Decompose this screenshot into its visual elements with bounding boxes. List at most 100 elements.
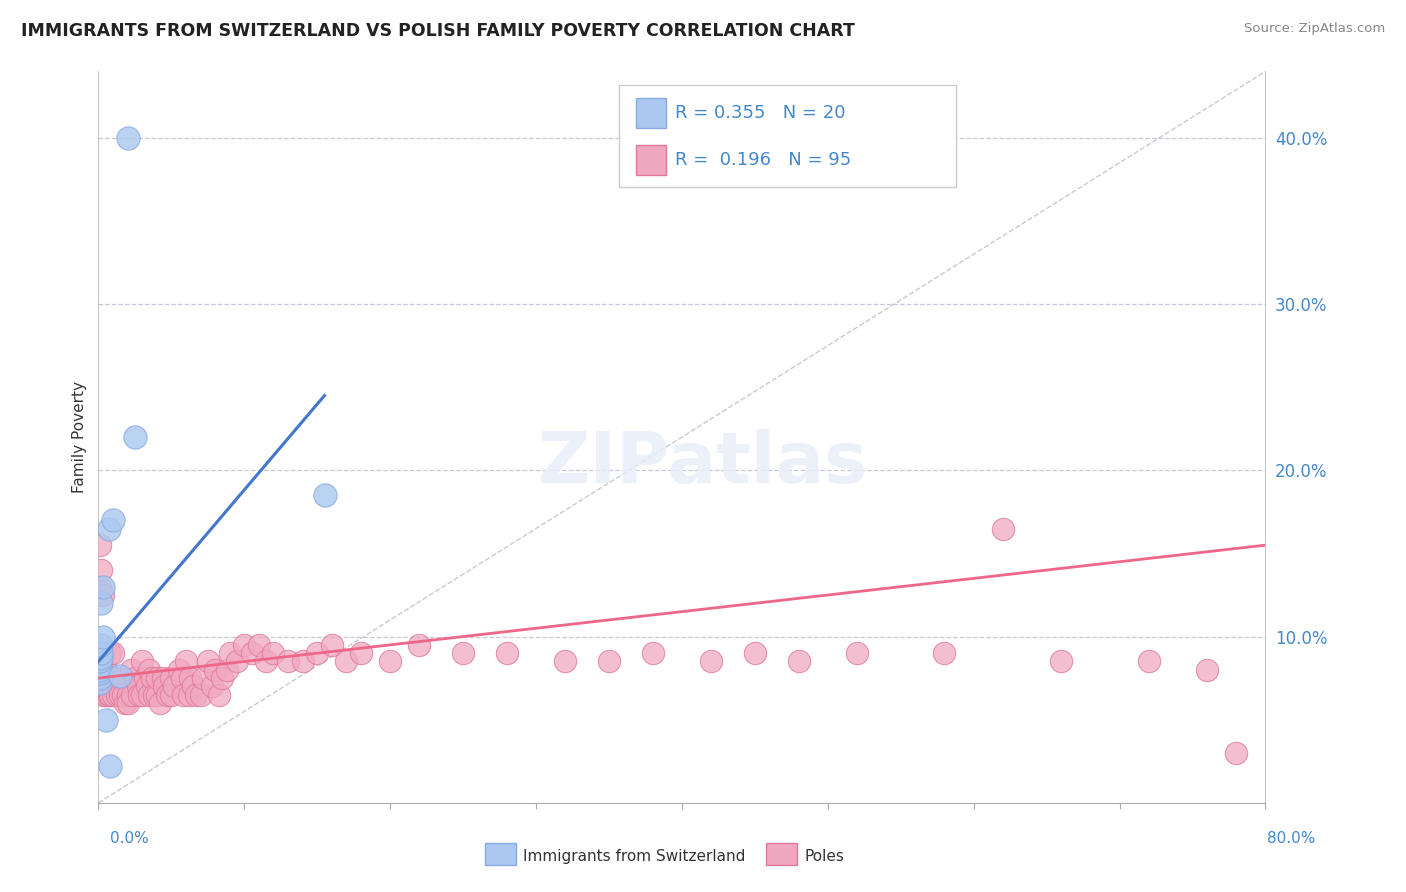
Point <box>117 696 139 710</box>
Point <box>110 680 132 694</box>
Text: R =  0.196   N = 95: R = 0.196 N = 95 <box>675 152 851 169</box>
Point <box>496 646 519 660</box>
Point <box>117 131 139 145</box>
Point <box>112 688 135 702</box>
Point <box>408 638 430 652</box>
Point <box>90 638 112 652</box>
Point <box>215 663 238 677</box>
Point <box>89 655 111 669</box>
Point <box>163 680 186 694</box>
Point <box>846 646 869 660</box>
Point <box>247 638 270 652</box>
Point <box>554 655 576 669</box>
Point <box>167 663 190 677</box>
Text: ZIPatlas: ZIPatlas <box>538 429 868 499</box>
Point <box>91 630 114 644</box>
Point <box>90 563 112 577</box>
Point <box>110 688 132 702</box>
Point <box>124 671 146 685</box>
Point <box>254 655 277 669</box>
Point <box>146 671 169 685</box>
Point <box>97 521 120 535</box>
Point <box>101 688 124 702</box>
Point <box>135 680 157 694</box>
Point <box>291 655 314 669</box>
Point <box>90 646 112 660</box>
Point <box>218 646 240 660</box>
Point <box>1225 746 1247 760</box>
Point <box>103 671 125 685</box>
Point <box>90 596 112 610</box>
Point <box>89 676 111 690</box>
Point <box>89 671 111 685</box>
Point <box>91 688 114 702</box>
Point <box>350 646 373 660</box>
Point <box>177 688 200 702</box>
Point <box>190 688 212 702</box>
Point <box>991 521 1014 535</box>
Point <box>700 655 723 669</box>
Point <box>96 671 118 685</box>
Point <box>787 655 810 669</box>
Point <box>120 663 142 677</box>
Point <box>451 646 474 660</box>
Point <box>94 688 117 702</box>
Point <box>153 680 176 694</box>
Point <box>114 696 136 710</box>
Point <box>105 688 128 702</box>
Point <box>138 663 160 677</box>
Point <box>314 488 336 502</box>
Point <box>1195 663 1218 677</box>
Point <box>1137 655 1160 669</box>
Point <box>186 688 208 702</box>
Point <box>128 688 150 702</box>
Point <box>208 688 231 702</box>
Point <box>91 580 114 594</box>
Point <box>170 671 193 685</box>
Point <box>641 646 664 660</box>
Point <box>181 680 204 694</box>
Text: R = 0.355   N = 20: R = 0.355 N = 20 <box>675 104 845 122</box>
Point <box>94 713 117 727</box>
Point <box>111 671 134 685</box>
Point <box>262 646 284 660</box>
Point <box>110 669 132 683</box>
Point <box>211 671 233 685</box>
Point <box>91 588 114 602</box>
Point <box>117 688 139 702</box>
Point <box>335 655 357 669</box>
Point <box>131 688 153 702</box>
Point <box>277 655 299 669</box>
Point <box>152 671 174 685</box>
Point <box>160 671 183 685</box>
Point <box>131 655 153 669</box>
Point <box>204 663 226 677</box>
Point <box>89 580 111 594</box>
Point <box>138 688 160 702</box>
Text: 0.0%: 0.0% <box>110 831 149 846</box>
Point <box>226 655 249 669</box>
Point <box>240 646 263 660</box>
Point <box>307 646 329 660</box>
Point <box>201 680 224 694</box>
Point <box>193 671 215 685</box>
Point <box>89 671 111 685</box>
Point <box>744 646 766 660</box>
Point <box>142 688 165 702</box>
Point <box>98 646 121 660</box>
Point <box>101 646 124 660</box>
Point <box>134 671 156 685</box>
Point <box>197 655 219 669</box>
Point <box>233 638 256 652</box>
Point <box>98 759 121 773</box>
Text: IMMIGRANTS FROM SWITZERLAND VS POLISH FAMILY POVERTY CORRELATION CHART: IMMIGRANTS FROM SWITZERLAND VS POLISH FA… <box>21 22 855 40</box>
Point <box>101 513 124 527</box>
Point <box>156 688 179 702</box>
Point <box>598 655 620 669</box>
Point <box>380 655 402 669</box>
Point <box>121 688 143 702</box>
Point <box>124 430 146 444</box>
Point <box>90 651 112 665</box>
Point <box>89 663 111 677</box>
Point <box>934 646 956 660</box>
